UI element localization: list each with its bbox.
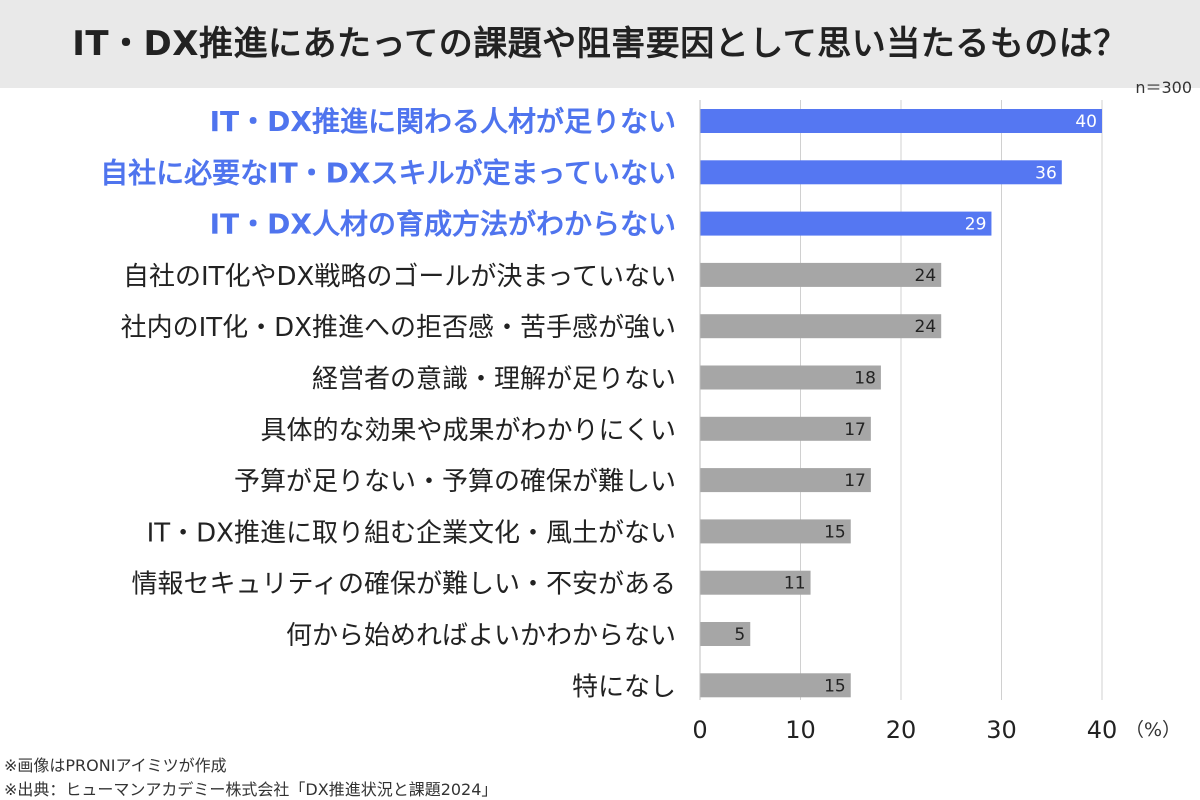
sample-size-label: n＝300 bbox=[1135, 78, 1192, 97]
chart-title: IT・DX推進にあたっての課題や阻害要因として思い当たるものは？ bbox=[72, 24, 1128, 64]
category-label: 自社に必要なIT・DXスキルが定まっていない bbox=[100, 156, 676, 189]
data-label: 17 bbox=[844, 420, 866, 440]
tick-label: 40 bbox=[1087, 716, 1118, 744]
bar bbox=[700, 416, 871, 441]
bar bbox=[700, 211, 992, 236]
footnote-image-credit: ※画像はPRONIアイミツが作成 bbox=[4, 756, 227, 775]
category-label: IT・DX人材の育成方法がわからない bbox=[210, 208, 676, 241]
tick-label: 0 bbox=[692, 716, 707, 744]
title-band bbox=[0, 0, 1200, 88]
bar bbox=[700, 109, 1102, 133]
data-label: 24 bbox=[915, 266, 937, 286]
data-label: 24 bbox=[915, 317, 937, 337]
category-label: 具体的な効果や成果がわかりにくい bbox=[261, 416, 676, 446]
bar bbox=[700, 468, 871, 493]
tick-label: 10 bbox=[785, 716, 816, 744]
bar bbox=[700, 673, 851, 698]
bar bbox=[700, 262, 942, 287]
footnote-source: ※出典：ヒューマンアカデミー株式会社「DX推進状況と課題2024」 bbox=[4, 780, 498, 799]
data-label: 17 bbox=[844, 471, 866, 491]
unit-label: （%） bbox=[1125, 719, 1181, 741]
data-label: 40 bbox=[1075, 112, 1097, 132]
tick-label: 20 bbox=[886, 716, 917, 744]
category-label: 社内のIT化・DX推進への拒否感・苦手感が強い bbox=[121, 313, 676, 343]
bar bbox=[700, 314, 942, 339]
category-label: 経営者の意識・理解が足りない bbox=[312, 365, 676, 395]
category-label: IT・DX推進に取り組む企業文化・風土がない bbox=[147, 518, 676, 548]
data-label: 18 bbox=[854, 369, 876, 389]
bar bbox=[700, 365, 881, 390]
bar bbox=[700, 519, 851, 544]
category-label: 情報セキュリティの確保が難しい・不安がある bbox=[132, 570, 676, 600]
data-label: 11 bbox=[784, 574, 806, 594]
category-label: 特になし bbox=[572, 672, 676, 702]
data-label: 15 bbox=[824, 676, 846, 696]
category-label: 自社のIT化やDX戦略のゴールが決まっていない bbox=[123, 262, 676, 292]
category-label: 予算が足りない・予算の確保が難しい bbox=[234, 467, 676, 497]
bar bbox=[700, 622, 751, 646]
data-label: 36 bbox=[1035, 163, 1057, 183]
bar bbox=[700, 570, 811, 595]
data-label: 5 bbox=[734, 625, 745, 645]
data-label: 15 bbox=[824, 522, 846, 542]
category-label: IT・DX推進に関わる人材が足りない bbox=[210, 105, 676, 138]
category-label: 何から始めればよいかわからない bbox=[286, 621, 676, 651]
bar bbox=[700, 160, 1062, 185]
data-label: 29 bbox=[965, 215, 987, 235]
tick-label: 30 bbox=[986, 716, 1017, 744]
